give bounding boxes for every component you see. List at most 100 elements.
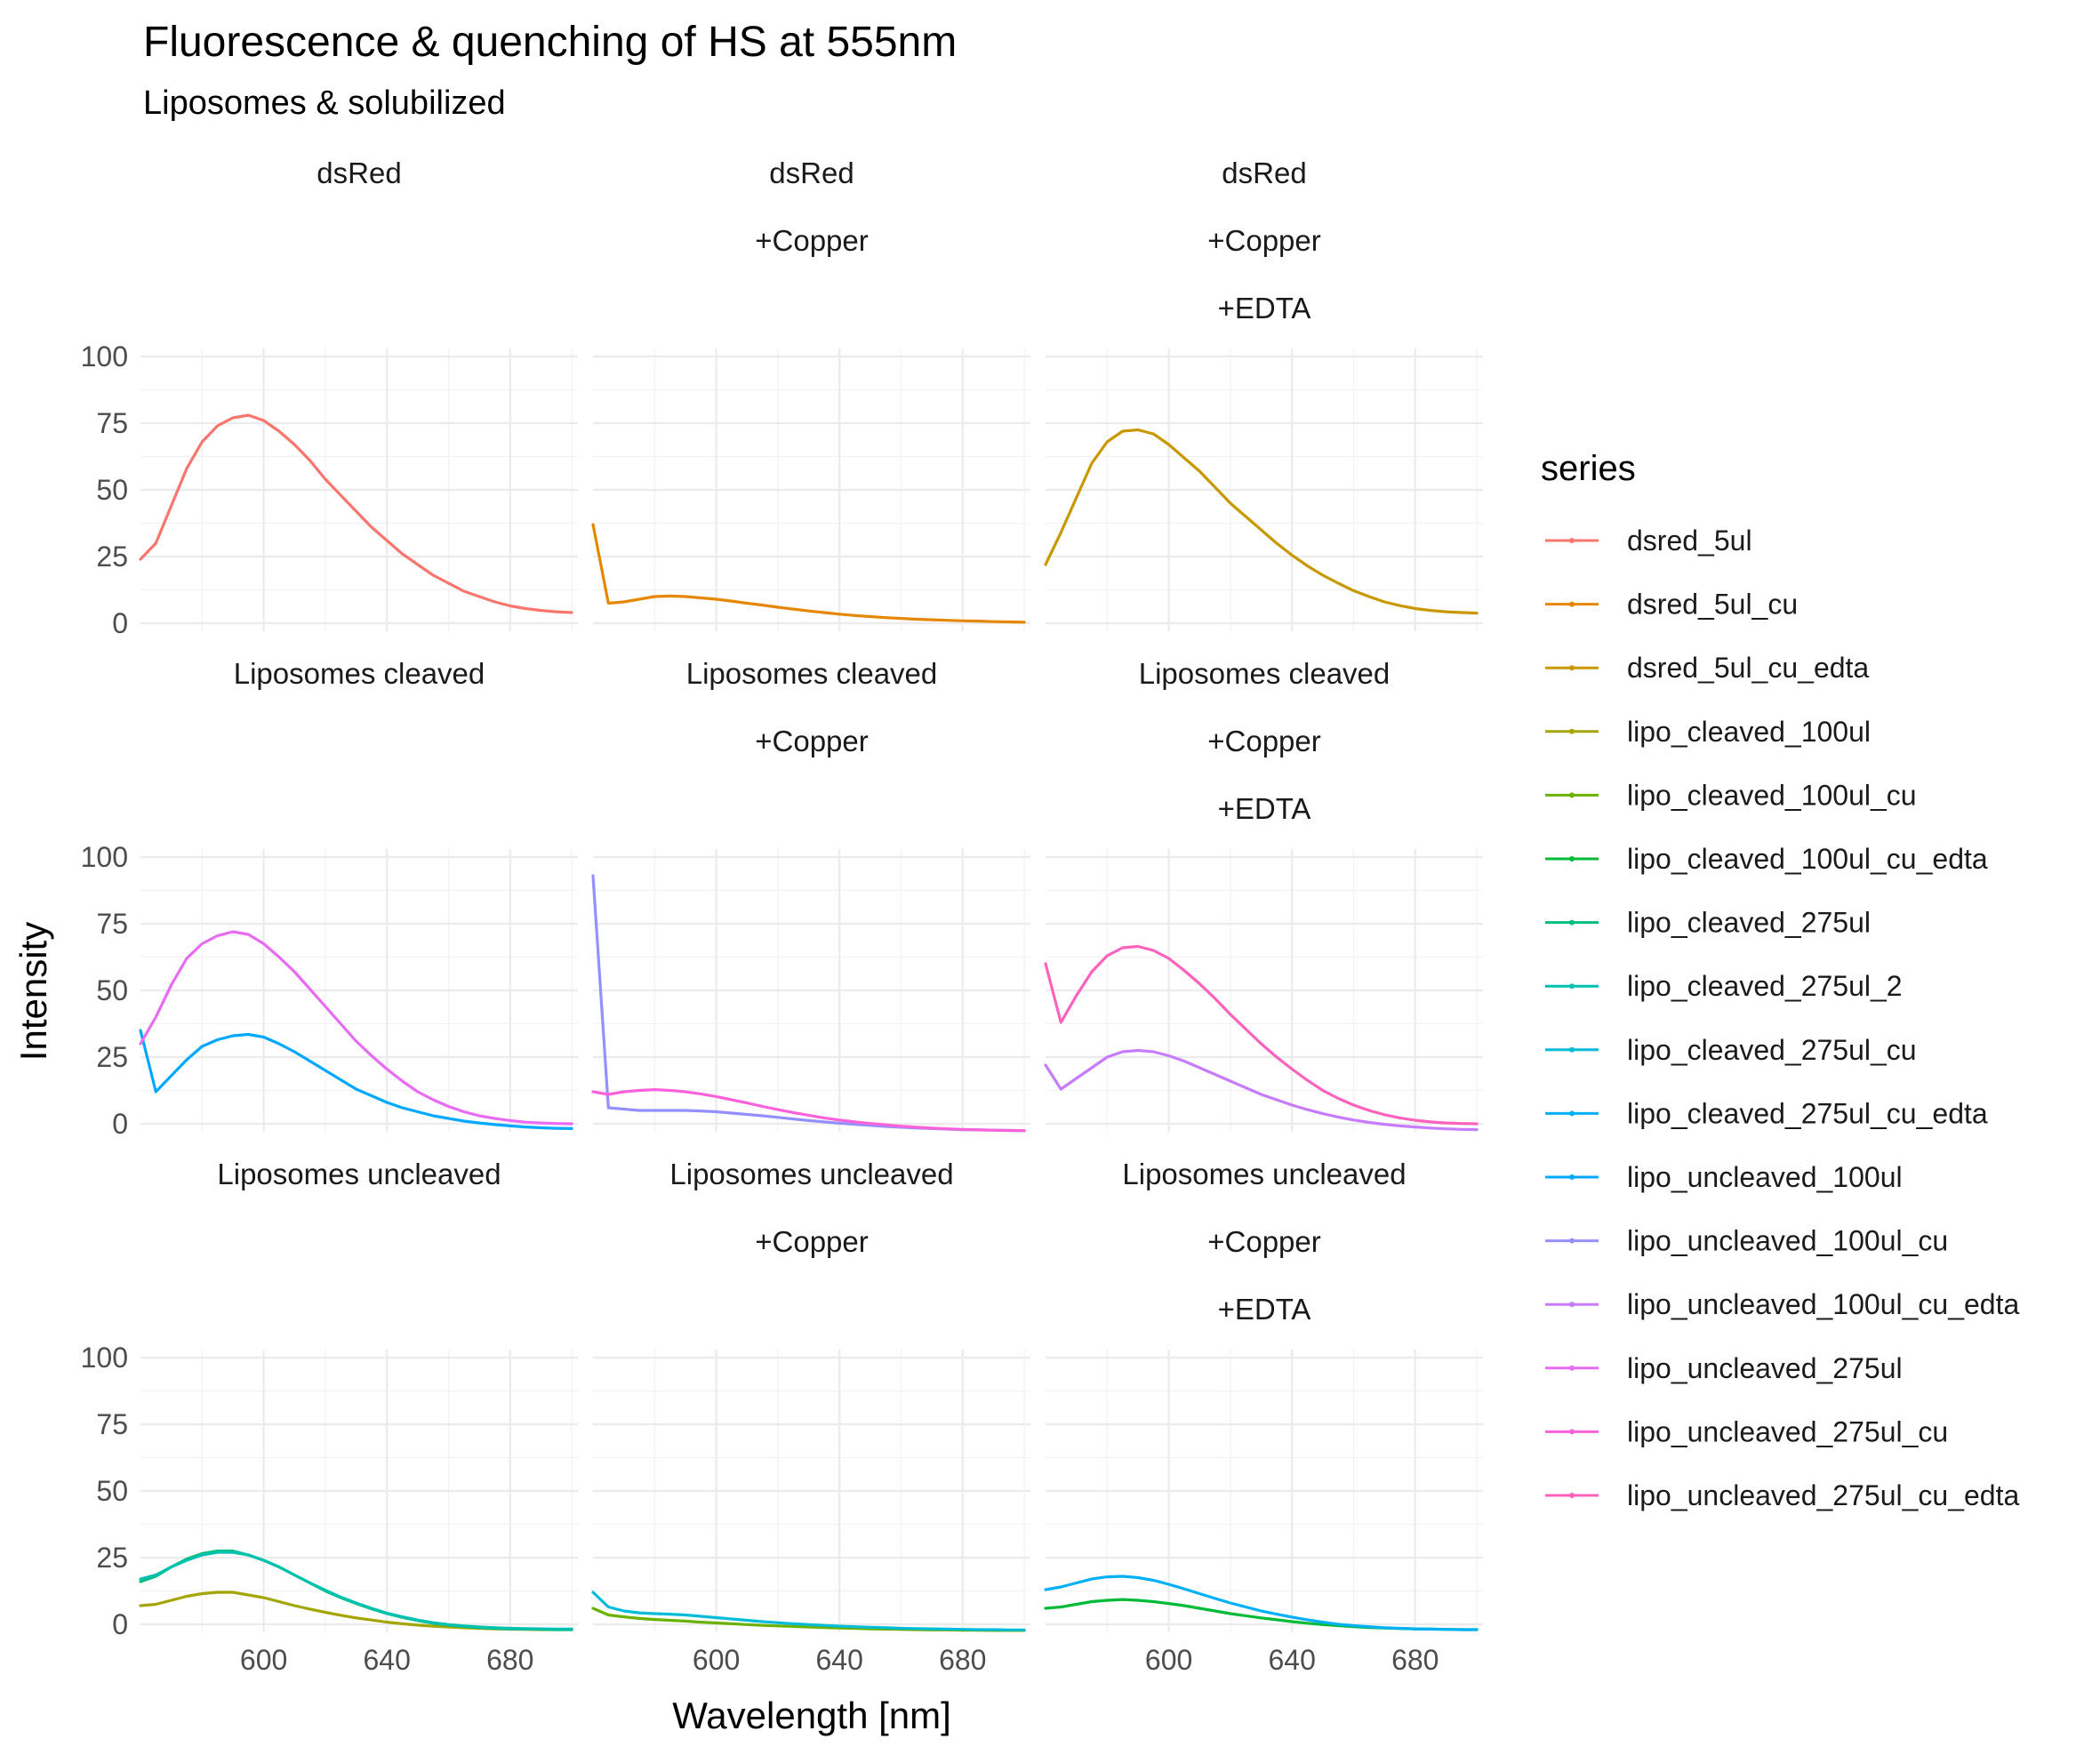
legend-label: lipo_uncleaved_100ul xyxy=(1627,1161,1903,1193)
x-tick-label: 680 xyxy=(939,1644,986,1676)
legend: series dsred_5ul dsred_5ul_cu dsred_5ul_cu… xyxy=(1541,449,2019,1511)
legend-entry: lipo_cleaved_275ul xyxy=(1545,907,1871,939)
legend-key-point xyxy=(1569,1302,1575,1308)
legend-label: lipo_cleaved_275ul_2 xyxy=(1627,970,1903,1002)
y-tick-label: 0 xyxy=(112,607,128,639)
legend-key-point xyxy=(1569,1174,1575,1180)
legend-label: dsred_5ul_cu xyxy=(1627,589,1798,621)
y-tick-label: 75 xyxy=(96,407,128,439)
legend-key-point xyxy=(1569,1429,1575,1435)
y-tick-label: 75 xyxy=(96,1408,128,1440)
y-tick-label: 100 xyxy=(81,1342,128,1374)
series-line-lipo-uncleaved-100ul-cu-edta xyxy=(1044,1048,1479,1132)
x-tick-label: 600 xyxy=(240,1644,287,1676)
y-tick-label: 100 xyxy=(81,341,128,373)
series-line-lipo-cleaved-100ul-cu xyxy=(591,1607,1026,1632)
legend-label: lipo_cleaved_275ul xyxy=(1627,907,1871,939)
series-line-lipo-uncleaved-100ul xyxy=(139,1029,573,1131)
legend-key-point xyxy=(1569,983,1575,990)
facet-strip-label: dsRed xyxy=(1222,156,1306,189)
facet-panel: Liposomes uncleaved +Copper +EDTA 600 640 680 xyxy=(1044,1158,1483,1676)
legend-key-point xyxy=(1569,728,1575,734)
legend-entry: lipo_uncleaved_275ul_cu xyxy=(1545,1415,1948,1447)
series-line-lipo-uncleaved-100ul-cu xyxy=(591,874,1026,1133)
legend-entry: lipo_uncleaved_100ul xyxy=(1545,1161,1903,1193)
facet-strip-label: +Copper xyxy=(1207,725,1321,757)
legend-key-point xyxy=(1569,1110,1575,1117)
facet-panel: Liposomes cleaved 0 25 50 75 100 xyxy=(81,657,578,1140)
x-tick-label: 680 xyxy=(1391,1644,1439,1676)
facet-panel: dsRed +Copper +EDTA xyxy=(1044,156,1483,631)
legend-entry: dsred_5ul_cu xyxy=(1545,589,1798,621)
facet-strip-label: +Copper xyxy=(755,725,869,757)
legend-label: lipo_cleaved_100ul xyxy=(1627,716,1871,748)
legend-label: lipo_uncleaved_275ul_cu xyxy=(1627,1415,1948,1447)
series-line-lipo-cleaved-275ul-cu-edta xyxy=(1044,1575,1479,1631)
legend-key-point xyxy=(1569,1046,1575,1053)
legend-label: lipo_cleaved_275ul_cu_edta xyxy=(1627,1097,1988,1129)
y-tick-label: 50 xyxy=(96,974,128,1006)
facet-strip-label: +Copper xyxy=(755,224,869,257)
y-tick-label: 100 xyxy=(81,841,128,873)
legend-label: dsred_5ul xyxy=(1627,525,1752,557)
facet-strip-label: Liposomes cleaved xyxy=(234,657,485,690)
legend-label: lipo_cleaved_100ul_cu xyxy=(1627,779,1917,811)
legend-entry: lipo_cleaved_100ul xyxy=(1545,716,1871,748)
facet-strip-label: +EDTA xyxy=(1218,792,1311,825)
y-tick-label: 25 xyxy=(96,1041,128,1073)
legend-entry: lipo_cleaved_100ul_cu xyxy=(1545,779,1917,811)
legend-label: lipo_uncleaved_275ul xyxy=(1627,1352,1903,1384)
facet-strip-label: +EDTA xyxy=(1218,1293,1311,1326)
legend-key-point xyxy=(1569,601,1575,607)
facet-panels: dsRed 0 25 50 75 100 dsRed +Copper dsRed +Copper +… xyxy=(81,156,1483,1676)
facet-strip-label: +EDTA xyxy=(1218,292,1311,325)
legend-label: lipo_uncleaved_100ul_cu xyxy=(1627,1225,1948,1257)
x-tick-label: 600 xyxy=(1145,1644,1192,1676)
y-tick-label: 50 xyxy=(96,474,128,506)
x-tick-label: 680 xyxy=(486,1644,533,1676)
chart-title: Fluorescence & quenching of HS at 555nm xyxy=(143,19,957,66)
legend-label: dsred_5ul_cu_edta xyxy=(1627,652,1869,684)
legend-title: series xyxy=(1541,449,1636,488)
series-line-lipo-cleaved-275ul-2 xyxy=(139,1551,573,1631)
facet-panel: Liposomes uncleaved 0 25 50 75 100 600 640 680 xyxy=(81,1158,578,1676)
series-line-lipo-uncleaved-275ul xyxy=(139,930,573,1126)
series-line-lipo-uncleaved-275ul-cu-edta xyxy=(1044,944,1479,1126)
legend-entry: lipo_cleaved_275ul_cu xyxy=(1545,1034,1917,1066)
facet-strip-label: dsRed xyxy=(769,156,854,189)
legend-entry: lipo_cleaved_100ul_cu_edta xyxy=(1545,843,1988,875)
facet-strip-label: +Copper xyxy=(1207,224,1321,257)
series-line-lipo-uncleaved-275ul-cu xyxy=(591,1087,1026,1133)
legend-key-point xyxy=(1569,1238,1575,1244)
legend-label: lipo_uncleaved_275ul_cu_edta xyxy=(1627,1479,2019,1511)
facet-strip-label: +Copper xyxy=(755,1225,869,1258)
legend-entry: lipo_uncleaved_100ul_cu_edta xyxy=(1545,1288,2019,1320)
legend-key-point xyxy=(1569,792,1575,798)
legend-entry: dsred_5ul_cu_edta xyxy=(1545,652,1869,684)
facet-strip-label: +Copper xyxy=(1207,1225,1321,1258)
series-line-dsred-5ul-cu-edta xyxy=(1044,428,1479,615)
legend-key-point xyxy=(1569,1365,1575,1371)
series-line-dsred-5ul-cu xyxy=(591,523,1026,624)
y-axis-title: Intensity xyxy=(12,922,54,1061)
legend-key-point xyxy=(1569,1493,1575,1498)
x-axis-title: Wavelength [nm] xyxy=(672,1695,951,1736)
legend-entry: lipo_uncleaved_275ul xyxy=(1545,1352,1903,1384)
facet-strip-label: dsRed xyxy=(317,156,401,189)
x-tick-label: 600 xyxy=(693,1644,740,1676)
legend-entry: lipo_cleaved_275ul_2 xyxy=(1545,970,1903,1002)
legend-label: lipo_uncleaved_100ul_cu_edta xyxy=(1627,1288,2019,1320)
y-tick-label: 0 xyxy=(112,1608,128,1640)
y-tick-label: 25 xyxy=(96,1542,128,1574)
series-line-dsred-5ul xyxy=(139,413,573,614)
legend-key-point xyxy=(1569,856,1575,861)
y-tick-label: 50 xyxy=(96,1475,128,1507)
legend-entry: lipo_uncleaved_100ul_cu xyxy=(1545,1225,1948,1257)
y-tick-label: 75 xyxy=(96,908,128,940)
x-tick-label: 640 xyxy=(1268,1644,1315,1676)
legend-entry: lipo_cleaved_275ul_cu_edta xyxy=(1545,1097,1988,1129)
facet-panel: Liposomes uncleaved +Copper 600 640 680 xyxy=(591,1158,1030,1676)
chart-subtitle: Liposomes & solubilized xyxy=(143,84,506,122)
facet-strip-label: Liposomes cleaved xyxy=(1139,657,1391,690)
